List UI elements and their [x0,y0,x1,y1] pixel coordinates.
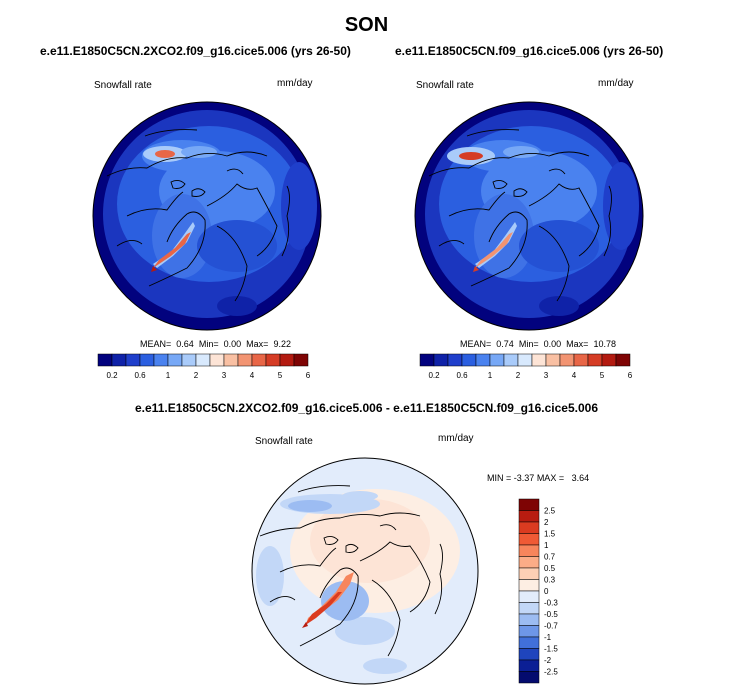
colorbar-tick-label: 0.2 [106,371,118,380]
colorbar-swatch [518,636,540,649]
colorbar-swatch [518,567,540,580]
colorbar-swatch [461,353,477,367]
colorbar-swatch [518,533,540,546]
colorbar-tick-label: 6 [628,371,633,380]
colorbar-tick-label: 2.5 [544,507,556,516]
colorbar-right: 0.2 0.6 1 2 3 4 5 6 [419,353,633,380]
units-label-diff: mm/day [438,433,474,444]
colorbar-tick-label: 3 [544,371,549,380]
variable-label-diff: Snowfall rate [255,436,313,447]
colorbar-swatch [111,353,127,367]
colorbar-swatch [237,353,253,367]
colorbar-swatch [181,353,197,367]
colorbar-swatch [419,353,435,367]
colorbar-swatch [251,353,267,367]
colorbar-swatch [587,353,603,367]
colorbar-tick-label: 2 [516,371,521,380]
colorbar-tick-label: -0.7 [544,622,558,631]
colorbar-swatch [265,353,281,367]
colorbar-swatch [153,353,169,367]
colorbar-tick-label: 0.7 [544,553,556,562]
colorbar-tick-label: -0.3 [544,599,558,608]
stats-left: MEAN= 0.64 Min= 0.00 Max= 9.22 [140,339,291,349]
colorbar-swatch [447,353,463,367]
colorbar-swatch [518,521,540,534]
colorbar-swatch [475,353,491,367]
colorbar-swatch [518,498,540,511]
units-label-right: mm/day [598,78,634,89]
colorbar-swatch [97,353,113,367]
colorbar-swatch [518,579,540,592]
stats-right: MEAN= 0.74 Min= 0.00 Max= 10.78 [460,339,616,349]
stats-diff: MIN = -3.37 MAX = 3.64 [487,473,590,483]
page-title: SON [344,14,389,36]
snowfall-map-left [92,101,322,331]
colorbar-swatch [139,353,155,367]
colorbar-tick-label: -0.5 [544,610,558,619]
colorbar-swatch [503,353,519,367]
colorbar-swatch [195,353,211,367]
colorbar-tick-label: 4 [250,371,255,380]
variable-label-left: Snowfall rate [94,80,152,91]
colorbar-swatch [518,625,540,638]
colorbar-swatch [433,353,449,367]
colorbar-swatch [518,510,540,523]
colorbar-tick-label: 0.6 [456,371,468,380]
colorbar-swatch [209,353,225,367]
colorbar-swatch [518,602,540,615]
snowfall-difference-map [251,457,479,685]
colorbar-tick-label: 0.2 [428,371,440,380]
colorbar-swatch [518,659,540,672]
colorbar-swatch [518,671,540,684]
colorbar-swatch [489,353,505,367]
colorbar-swatch [518,648,540,661]
colorbar-tick-label: 1 [544,541,549,550]
colorbar-tick-label: -1.5 [544,645,558,654]
colorbar-tick-label: 2 [544,518,549,527]
colorbar-tick-label: 1 [488,371,493,380]
colorbar-swatch [518,556,540,569]
colorbar-tick-label: 3 [222,371,227,380]
variable-label-right: Snowfall rate [416,80,474,91]
colorbar-swatch [518,613,540,626]
colorbar-swatch [293,353,309,367]
colorbar-swatch [545,353,561,367]
colorbar-swatch [125,353,141,367]
colorbar-tick-label: -1 [544,633,552,642]
colorbar-swatch [601,353,617,367]
colorbar-swatch [531,353,547,367]
colorbar-tick-label: 5 [600,371,605,380]
colorbar-tick-label: 1.5 [544,530,556,539]
colorbar-tick-label: 4 [572,371,577,380]
case-title-right: e.e11.E1850C5CN.f09_g16.cice5.006 (yrs 2… [395,44,664,58]
units-label-left: mm/day [277,78,313,89]
colorbar-swatch [518,590,540,603]
colorbar-swatch [518,544,540,557]
colorbar-tick-label: 6 [306,371,311,380]
difference-title: e.e11.E1850C5CN.2XCO2.f09_g16.cice5.006 … [135,401,598,415]
colorbar-tick-label: 5 [278,371,283,380]
colorbar-tick-label: 0 [544,587,549,596]
colorbar-swatch [615,353,631,367]
snowfall-map-right [414,101,644,331]
colorbar-left: 0.2 0.6 1 2 3 4 5 6 [97,353,311,380]
colorbar-swatch [559,353,575,367]
colorbar-tick-label: 0.3 [544,576,556,585]
colorbar-tick-label: -2 [544,656,552,665]
colorbar-tick-label: 1 [166,371,171,380]
colorbar-swatch [279,353,295,367]
colorbar-diff: 2.5 2 1.5 1 0.7 0.5 0.3 0 -0.3 -0.5 -0.7 -1 -1.5 -2 -2… [518,498,558,684]
colorbar-tick-label: -2.5 [544,668,558,677]
colorbar-swatch [223,353,239,367]
colorbar-swatch [573,353,589,367]
colorbar-swatch [167,353,183,367]
colorbar-tick-label: 0.6 [134,371,146,380]
colorbar-tick-label: 2 [194,371,199,380]
case-title-left: e.e11.E1850C5CN.2XCO2.f09_g16.cice5.006 … [40,44,351,58]
colorbar-tick-label: 0.5 [544,564,556,573]
colorbar-swatch [517,353,533,367]
